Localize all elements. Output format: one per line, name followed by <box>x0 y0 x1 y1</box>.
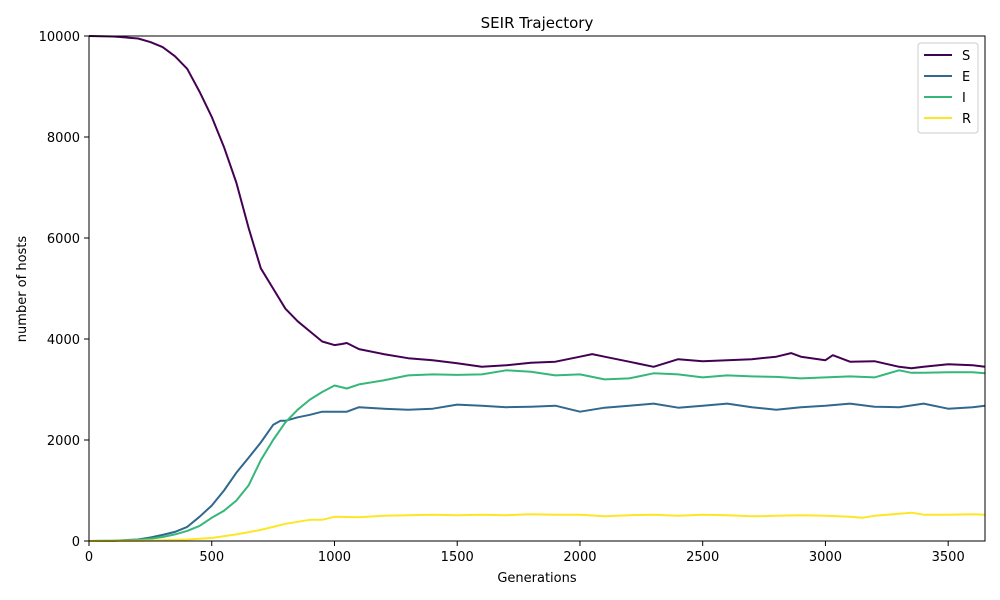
legend: SEIR <box>917 42 979 134</box>
y-tick-label: 0 <box>72 535 80 550</box>
x-axis: 0 500 1000 1500 2000 2500 3000 3500 <box>85 541 965 565</box>
series-line-s <box>88 35 986 370</box>
x-tick-label: 1500 <box>441 550 474 565</box>
series-line-e <box>88 402 986 542</box>
y-tick-label: 4000 <box>47 333 80 348</box>
plot-area <box>88 35 986 542</box>
legend-box <box>917 42 979 134</box>
y-tick-label: 10000 <box>39 30 80 45</box>
x-tick-label: 1000 <box>318 550 351 565</box>
x-tick-label: 2000 <box>563 550 596 565</box>
series-line-r <box>88 511 986 542</box>
x-tick-label: 3500 <box>932 550 965 565</box>
legend-label-r: R <box>962 112 971 127</box>
series-line-i <box>88 369 986 542</box>
y-tick-label: 8000 <box>47 131 80 146</box>
legend-label-i: I <box>962 91 966 106</box>
chart-title: SEIR Trajectory <box>481 14 594 32</box>
x-tick-label: 0 <box>85 550 93 565</box>
x-tick-label: 3000 <box>809 550 842 565</box>
y-axis: 0 2000 4000 6000 8000 10000 <box>39 30 89 550</box>
x-tick-label: 500 <box>199 550 224 565</box>
y-tick-label: 6000 <box>47 232 80 247</box>
y-tick-label: 2000 <box>47 434 80 449</box>
legend-label-e: E <box>962 70 970 85</box>
x-tick-label: 2500 <box>686 550 719 565</box>
x-axis-label: Generations <box>497 571 577 586</box>
plot-frame <box>88 35 986 542</box>
y-axis-label: number of hosts <box>15 236 30 343</box>
legend-label-s: S <box>962 49 970 64</box>
